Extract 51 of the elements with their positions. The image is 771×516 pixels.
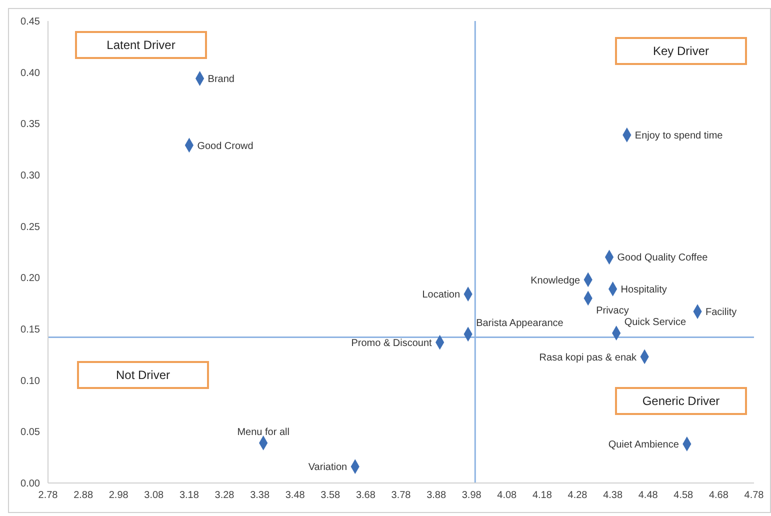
x-tick-label: 4.28 [568,490,588,502]
x-tick-label: 3.58 [320,490,341,502]
x-tick-label: 2.98 [108,490,129,502]
annotation: Hospitality [620,284,667,296]
quadrant-label-box: Generic Driver [615,387,747,415]
x-tick-label: 3.38 [250,490,270,502]
x-tick-label: 4.18 [532,490,552,502]
y-tick-label: 0.15 [20,324,40,336]
x-tick-label: 3.78 [391,490,412,502]
x-tick-label: 3.28 [214,490,235,502]
x-tick-label: 2.78 [38,490,58,502]
y-tick-label: 0.30 [20,170,40,182]
quadrant-label-box: Latent Driver [75,31,207,59]
annotation: Quiet Ambience [608,440,680,451]
y-tick-label: 0.35 [20,119,40,130]
x-tick-label: 2.88 [74,490,94,502]
annotation: Brand [208,74,234,86]
annotation: Enjoy to spend time [634,130,724,142]
annotation: Menu for all [237,426,290,438]
annotation: Location [422,290,460,301]
x-tick-label: 3.08 [144,490,164,502]
y-tick-label: 0.00 [20,478,40,490]
x-tick-label: 4.38 [603,490,623,502]
x-tick-label: 4.48 [638,490,658,502]
y-tick-label: 0.05 [20,427,40,438]
annotation: Good Quality Coffee [617,252,708,264]
x-tick-label: 3.48 [285,490,306,502]
annotation: Promo & Discount [351,338,432,349]
annotation: Facility [706,307,737,318]
y-tick-label: 0.10 [20,376,40,387]
x-tick-label: 4.08 [497,490,518,502]
y-tick-label: 0.25 [20,222,40,233]
x-tick-label: 3.18 [179,490,200,502]
annotation: Variation [308,462,348,474]
annotation: Quick Service [624,317,686,328]
x-tick-label: 4.68 [708,490,729,502]
quadrant-label-box: Key Driver [615,37,747,65]
annotation: Barista Appearance [476,318,564,330]
x-tick-label: 3.68 [356,490,376,502]
y-tick-label: 0.45 [20,16,40,28]
quadrant-label-box: Not Driver [77,361,209,389]
x-tick-label: 3.98 [462,490,482,502]
y-tick-label: 0.20 [20,273,40,284]
x-tick-label: 3.88 [426,490,446,502]
y-tick-label: 0.40 [20,68,40,79]
annotation: Rasa kopi pas & enak [539,352,638,364]
annotation: Good Crowd [197,140,254,152]
x-tick-label: 4.58 [674,490,694,502]
annotation: Knowledge [530,275,581,286]
x-tick-label: 4.78 [744,490,764,502]
annotation: Privacy [596,305,629,316]
